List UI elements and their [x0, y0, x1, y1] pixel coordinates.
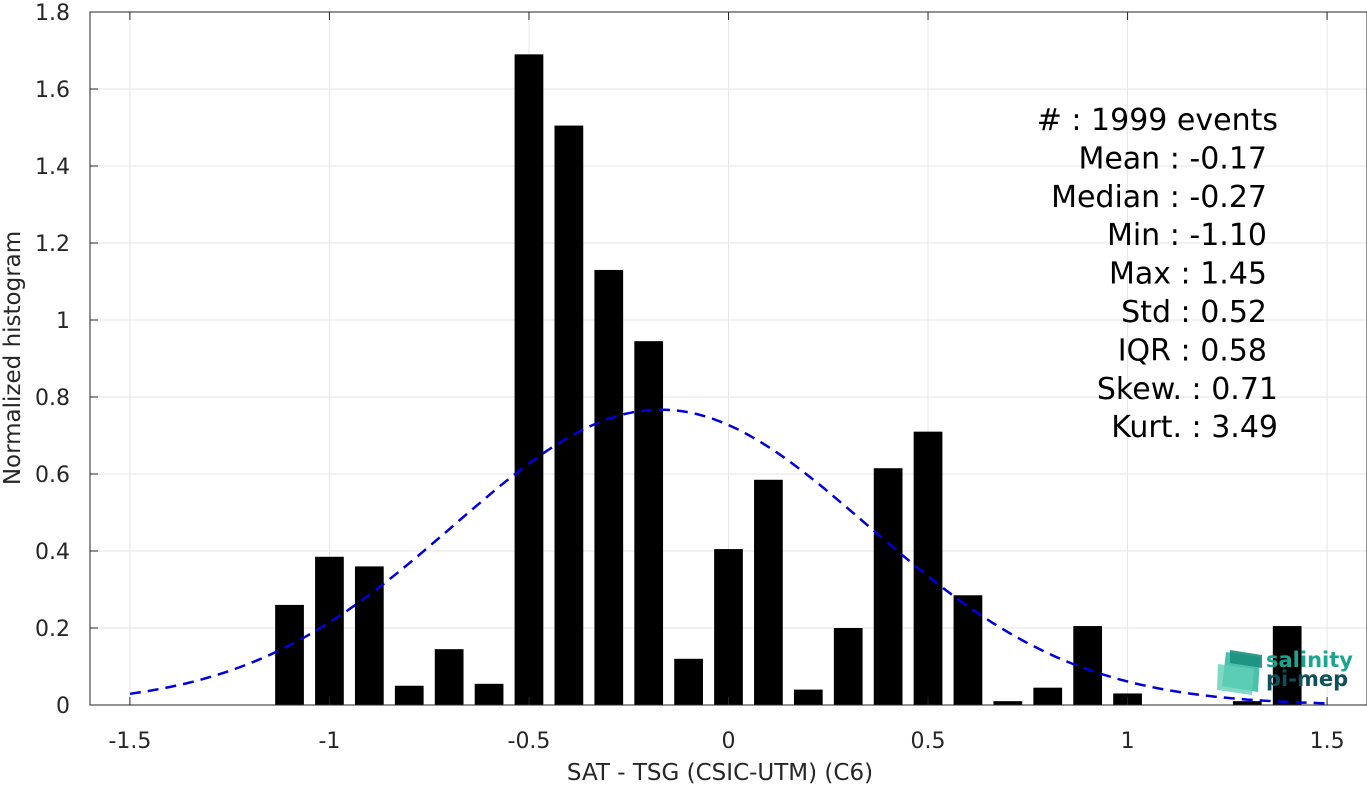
y-tick-label: 1.4	[35, 155, 70, 180]
stats-line: Std : 0.52	[1121, 295, 1267, 330]
histogram-bar	[793, 689, 823, 705]
histogram-bar	[754, 479, 783, 705]
stats-line: Min : -1.10	[1107, 218, 1267, 253]
x-tick-label: -1	[318, 729, 340, 754]
x-tick-label: 1.5	[1310, 729, 1345, 754]
x-tick-label: 0	[722, 729, 736, 754]
y-tick-label: 0.6	[35, 463, 70, 488]
histogram-bar	[1232, 701, 1262, 705]
histogram-bar	[275, 604, 304, 705]
stats-line: Max : 1.45	[1109, 257, 1267, 292]
gaussian-fit-curve	[129, 408, 1328, 705]
histogram-bar	[514, 54, 544, 706]
histogram-bar	[634, 341, 664, 705]
histogram-bar	[474, 683, 504, 705]
stats-line: IQR : 0.58	[1118, 333, 1267, 368]
histogram-bar	[554, 125, 584, 705]
y-tick-label: 0.2	[35, 617, 70, 642]
wave-logo-icon	[1217, 650, 1262, 695]
histogram-bar	[873, 468, 903, 705]
x-tick-label: -1.5	[108, 729, 151, 754]
histogram-bar	[315, 556, 344, 705]
histogram-bar	[993, 701, 1023, 705]
histogram-bar	[434, 649, 464, 705]
x-tick-label: -0.5	[508, 729, 551, 754]
y-tick-label: 1.6	[35, 78, 70, 103]
y-tick-label: 1	[56, 309, 70, 334]
y-tick-label: 0.8	[35, 386, 70, 411]
x-tick-label: 1	[1121, 729, 1135, 754]
y-tick-labels: 0 0.2 0.4 0.6 0.8 1 1.2 1.4 1.6 1.8	[35, 1, 70, 719]
histogram-bar	[714, 549, 743, 705]
histogram-bar	[354, 566, 384, 705]
y-axis-label: Normalized histogram	[0, 231, 26, 485]
histogram-bar	[674, 658, 703, 705]
x-tick-label: 0.5	[911, 729, 946, 754]
y-tick-label: 1.2	[35, 232, 70, 257]
histogram-bar	[1073, 626, 1103, 705]
histogram-bar	[594, 269, 624, 705]
bars	[275, 54, 1302, 706]
histogram-bar	[1033, 687, 1063, 705]
histogram-bar	[833, 628, 863, 705]
y-tick-label: 1.8	[35, 1, 70, 26]
stats-line: Kurt. : 3.49	[1111, 410, 1278, 445]
logo-text-pimep: pi-mep	[1266, 667, 1348, 691]
stats-line: Median : -0.27	[1051, 180, 1267, 215]
salinity-pimep-logo: salinity pi-mep	[1217, 648, 1353, 695]
histogram-bar	[953, 595, 983, 705]
y-tick-label: 0.4	[35, 540, 70, 565]
logo-text-salinity: salinity	[1266, 648, 1353, 672]
stats-line: # : 1999 events	[1037, 103, 1278, 138]
y-tick-label: 0	[56, 694, 70, 719]
histogram-bar	[1272, 626, 1302, 705]
x-tick-labels: -1.5 -1 -0.5 0 0.5 1 1.5	[108, 729, 1344, 754]
stats-line: Mean : -0.17	[1078, 141, 1267, 176]
stats-line: Skew. : 0.71	[1097, 372, 1278, 407]
x-axis-label: SAT - TSG (CSIC-UTM) (C6)	[567, 760, 873, 785]
histogram-bar	[394, 685, 424, 705]
axis-ticks	[90, 11, 1328, 706]
